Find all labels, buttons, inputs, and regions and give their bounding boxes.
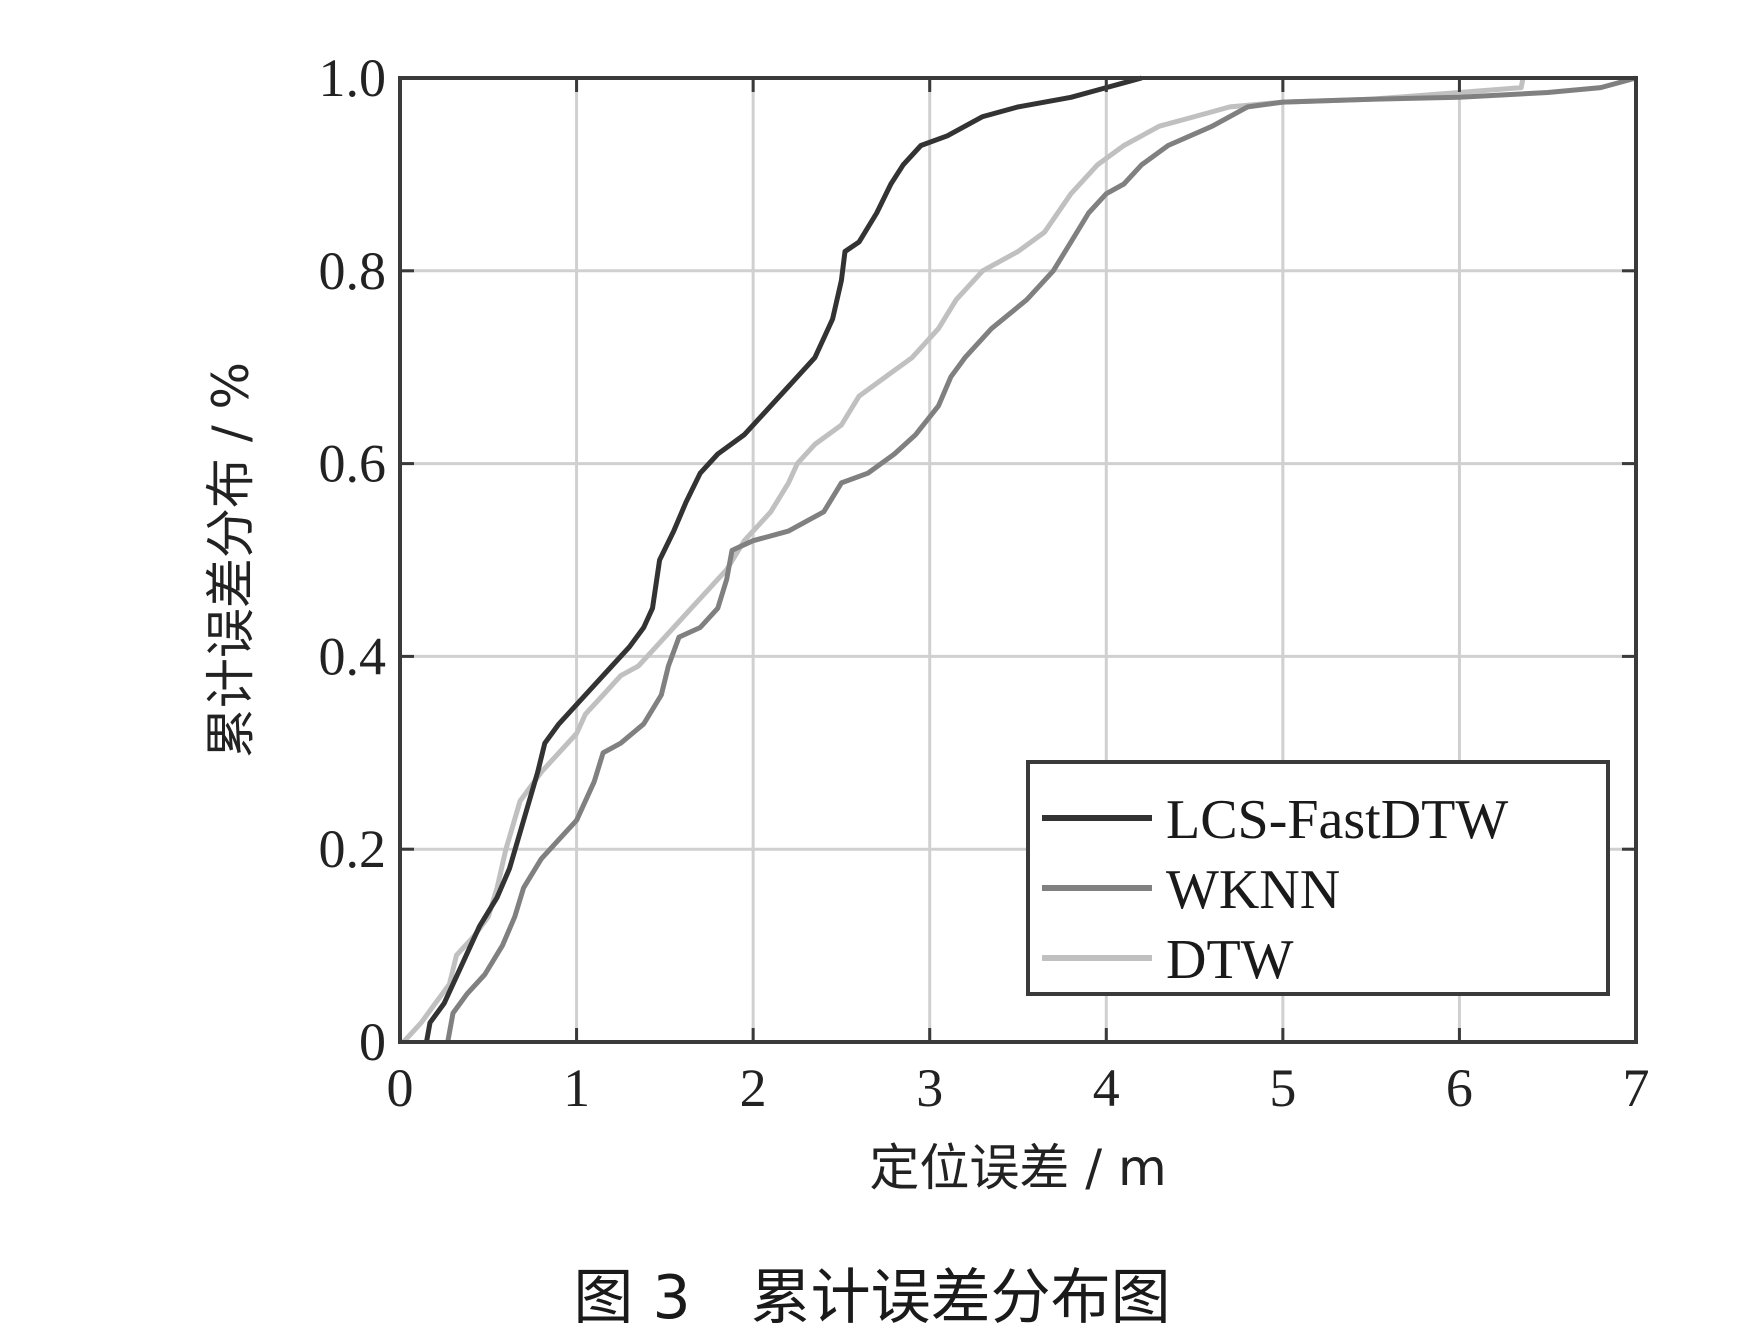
- y-tick-label: 0: [359, 1012, 386, 1072]
- figure-caption: 图 3 累计误差分布图: [573, 1263, 1170, 1333]
- x-tick-label: 2: [740, 1058, 767, 1118]
- axis-ticks: [398, 76, 1638, 1044]
- plot-frame: [398, 76, 1638, 1044]
- legend-entries: LCS-FastDTW WKNN DTW: [1042, 789, 1508, 991]
- series-line-dtw: [401, 77, 1526, 1044]
- legend-label: DTW: [1166, 929, 1294, 991]
- y-tick-label: 0.4: [319, 626, 387, 686]
- legend: LCS-FastDTW WKNN DTW: [1026, 760, 1610, 996]
- x-tick-labels: 0 1 2 3 4 5 6 7: [387, 1058, 1650, 1118]
- series-line-lcs-fastdtw: [424, 75, 1143, 1043]
- x-axis-label: 定位误差 / m: [869, 1139, 1166, 1197]
- y-tick-label: 0.2: [319, 819, 387, 879]
- x-tick-label: 1: [563, 1058, 590, 1118]
- legend-label: LCS-FastDTW: [1166, 789, 1508, 851]
- x-tick-label: 4: [1093, 1058, 1120, 1118]
- x-tick-label: 7: [1623, 1058, 1650, 1118]
- x-tick-label: 3: [916, 1058, 943, 1118]
- x-tick-label: 6: [1446, 1058, 1473, 1118]
- x-tick-label: 0: [387, 1058, 414, 1118]
- y-tick-label: 0.6: [319, 434, 387, 494]
- y-tick-labels: 0 0.2 0.4 0.6 0.8 1.0: [319, 48, 387, 1072]
- legend-label: WKNN: [1166, 859, 1340, 921]
- series-line-wknn: [445, 75, 1637, 1043]
- y-tick-label: 0.8: [319, 241, 387, 301]
- x-tick-label: 5: [1269, 1058, 1296, 1118]
- y-axis-label: 累计误差分布 / %: [202, 362, 260, 758]
- y-tick-label: 1.0: [319, 48, 387, 108]
- series-lines: [401, 75, 1637, 1044]
